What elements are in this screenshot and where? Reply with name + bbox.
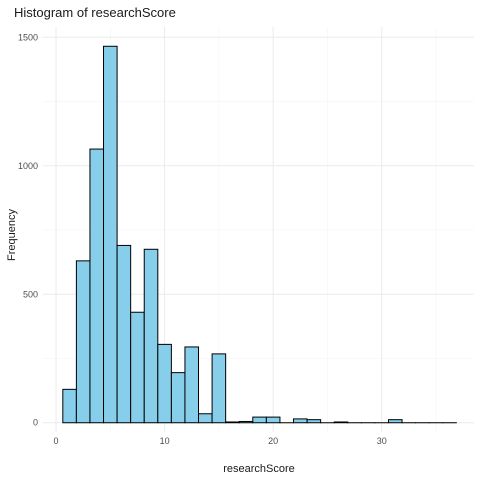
histogram-bar-5 [130, 311, 145, 424]
histogram-bar-3 [103, 45, 118, 424]
y-tick-label: 0 [33, 418, 38, 428]
histogram-bar-9 [184, 346, 200, 424]
x-axis-title: researchScore [223, 463, 295, 475]
x-tick-labels: 0 10 20 30 [54, 436, 387, 446]
x-tick-label: 20 [268, 436, 278, 446]
histogram-bar-14 [252, 416, 267, 424]
y-tick-label: 1000 [18, 161, 38, 171]
y-axis-title: Frequency [6, 209, 18, 261]
y-tick-label: 500 [23, 289, 38, 299]
histogram-bar-10 [198, 413, 213, 424]
histogram-bar-15 [265, 416, 281, 424]
histogram-bar-1 [75, 260, 91, 424]
bars-layer [62, 45, 457, 424]
chart-title: Histogram of researchScore [14, 5, 176, 20]
histogram-bar-2 [89, 148, 105, 424]
histogram-bar-0 [62, 388, 77, 424]
histogram-bar-18 [306, 419, 322, 424]
y-tick-label: 1500 [18, 32, 38, 42]
histogram-bar-4 [116, 244, 132, 424]
x-tick-label: 0 [54, 436, 59, 446]
x-tick-label: 30 [377, 436, 387, 446]
histogram-bar-24 [388, 419, 403, 424]
y-tick-labels: 0 500 1000 1500 [18, 32, 38, 427]
histogram-bar-6 [143, 248, 159, 424]
histogram-bar-11 [211, 353, 227, 424]
histogram-bar-13 [238, 420, 254, 424]
histogram-bar-8 [170, 372, 186, 424]
histogram-bar-20 [333, 421, 349, 424]
histogram-bar-17 [293, 418, 308, 424]
histogram-bar-12 [225, 421, 240, 424]
x-tick-label: 10 [160, 436, 170, 446]
histogram-bar-7 [157, 343, 172, 424]
